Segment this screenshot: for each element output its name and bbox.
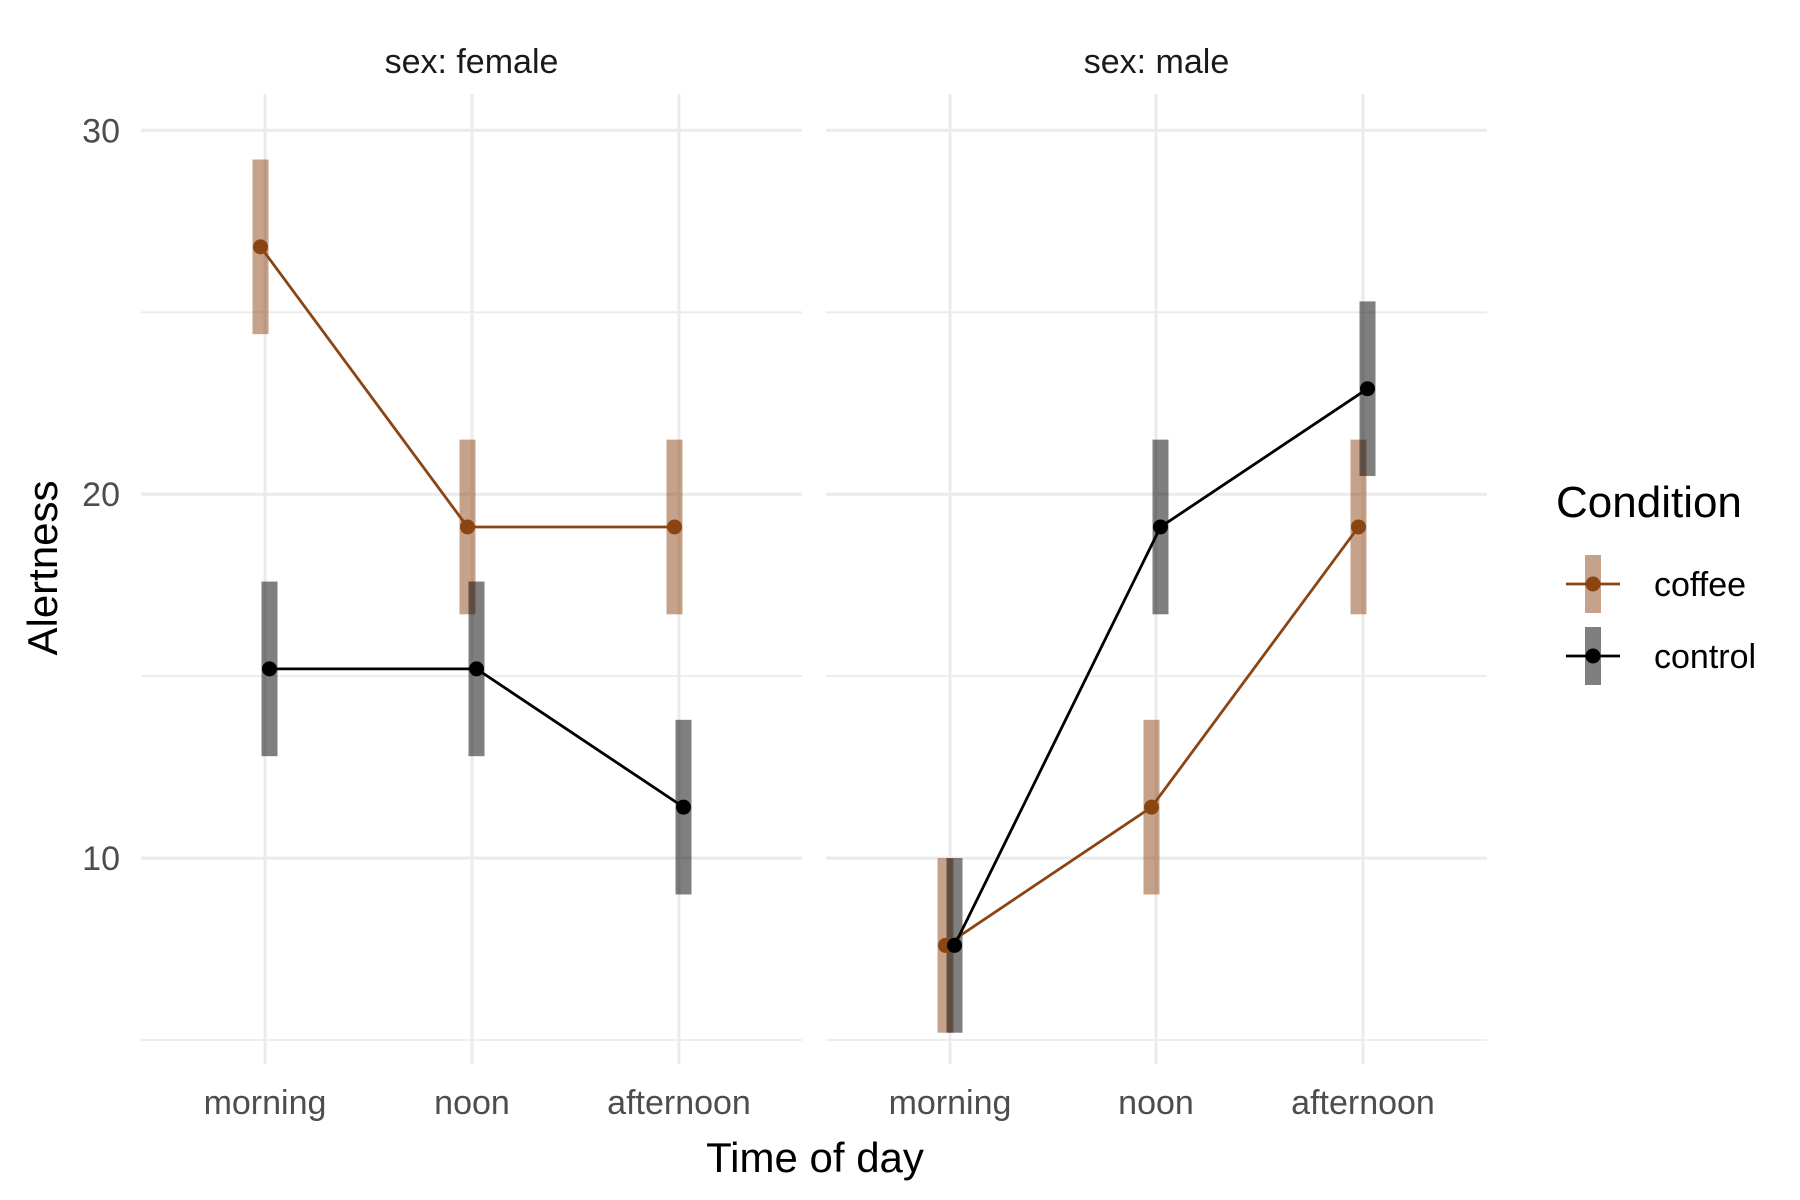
legend-label: coffee [1654, 566, 1746, 604]
x-tick-label: noon [1118, 1084, 1194, 1122]
y-tick-label: 10 [82, 840, 120, 878]
y-tick-label: 20 [82, 476, 120, 514]
legend-entry-coffee: coffee [1566, 555, 1746, 613]
data-point-control [469, 661, 484, 677]
data-point-coffee [667, 519, 682, 535]
facet-strip-label: sex: male [1084, 43, 1230, 81]
legend-title: Condition [1556, 478, 1742, 527]
data-point-coffee [1144, 799, 1159, 815]
data-point-coffee [1351, 519, 1366, 535]
data-point-coffee [253, 239, 268, 255]
legend-key-point [1585, 648, 1601, 664]
x-tick-label: morning [889, 1084, 1012, 1122]
y-axis-title: Alertness [19, 480, 66, 655]
facet-panel: sex: female morning noon afternoon 10 20 30 [82, 43, 802, 1122]
data-point-coffee [460, 519, 475, 535]
data-point-control [262, 661, 277, 677]
data-point-control [676, 799, 691, 815]
legend-key-point [1585, 576, 1601, 592]
data-point-control [1153, 519, 1168, 535]
legend: Condition coffee control [1556, 478, 1756, 685]
facet-panel: sex: male morning noon afternoon [826, 43, 1487, 1122]
x-tick-label: morning [204, 1084, 327, 1122]
legend-entry-control: control [1566, 627, 1756, 685]
facet-strip-label: sex: female [385, 43, 559, 81]
x-axis-title: Time of day [706, 1134, 924, 1181]
x-tick-label: afternoon [607, 1084, 751, 1122]
x-tick-label: noon [434, 1084, 510, 1122]
x-tick-label: afternoon [1291, 1084, 1435, 1122]
legend-label: control [1654, 638, 1756, 676]
data-point-control [947, 937, 962, 953]
y-tick-label: 30 [82, 112, 120, 150]
data-point-control [1360, 381, 1375, 397]
